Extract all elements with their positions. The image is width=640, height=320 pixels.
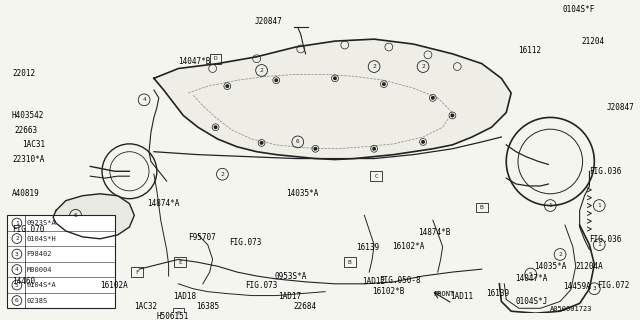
Text: 16139: 16139 [486, 289, 509, 298]
Circle shape [214, 125, 218, 129]
Text: B: B [348, 260, 351, 265]
Text: 1AC32: 1AC32 [134, 302, 157, 311]
Circle shape [275, 78, 278, 82]
Text: 21204A: 21204A [576, 262, 604, 271]
Text: 0104S*F: 0104S*F [562, 5, 595, 14]
Text: 14047*B: 14047*B [179, 57, 211, 66]
Text: H506151: H506151 [157, 312, 189, 320]
Text: 16139: 16139 [356, 243, 380, 252]
Text: F98402: F98402 [27, 251, 52, 257]
Text: 0238S: 0238S [27, 298, 48, 304]
Text: FIG.050-8: FIG.050-8 [379, 276, 420, 285]
Text: C: C [374, 174, 378, 179]
Text: 1: 1 [597, 242, 601, 247]
Text: 5: 5 [15, 283, 19, 288]
Text: 1AC31: 1AC31 [22, 140, 45, 149]
Text: 6: 6 [74, 213, 77, 218]
Text: F: F [177, 311, 180, 316]
Text: 22012: 22012 [12, 69, 35, 78]
Circle shape [382, 82, 386, 86]
Text: F95707: F95707 [188, 233, 216, 242]
Text: 16112: 16112 [518, 46, 541, 55]
Text: 2: 2 [421, 64, 425, 69]
Bar [7, 215, 115, 308]
Text: D: D [214, 56, 218, 61]
Circle shape [372, 147, 376, 151]
Text: 2: 2 [372, 64, 376, 69]
Polygon shape [53, 194, 134, 239]
Text: 2: 2 [558, 252, 562, 257]
Text: 1: 1 [548, 203, 552, 208]
Text: 14035*A: 14035*A [286, 189, 319, 198]
Text: FIG.070: FIG.070 [12, 226, 44, 235]
Circle shape [225, 84, 229, 88]
Text: J20847: J20847 [607, 103, 635, 112]
Text: 2: 2 [15, 236, 19, 241]
Text: 14047*A: 14047*A [515, 275, 547, 284]
Text: FIG.036: FIG.036 [589, 167, 622, 176]
Text: FIG.072: FIG.072 [597, 281, 630, 290]
Text: FIG.036: FIG.036 [589, 235, 622, 244]
Text: 1AD17: 1AD17 [278, 292, 301, 301]
Text: 2: 2 [221, 172, 224, 177]
Text: 14035*A: 14035*A [534, 262, 566, 271]
Circle shape [314, 147, 317, 151]
Text: H403542: H403542 [12, 111, 44, 120]
Text: 2: 2 [260, 68, 264, 73]
Text: J20847: J20847 [255, 17, 282, 26]
Text: 14459A: 14459A [563, 282, 591, 291]
Text: 1AD18: 1AD18 [173, 292, 196, 301]
Text: F: F [136, 269, 139, 275]
Text: FIG.073: FIG.073 [229, 238, 262, 247]
Text: 4: 4 [142, 97, 146, 102]
Text: 3: 3 [593, 286, 596, 291]
Text: 0953S*A: 0953S*A [275, 272, 307, 282]
Text: 5: 5 [529, 272, 532, 276]
Text: 3: 3 [15, 252, 19, 257]
Text: 0104S*H: 0104S*H [27, 236, 56, 242]
Text: 21204: 21204 [582, 36, 605, 46]
Circle shape [431, 96, 435, 100]
Circle shape [421, 140, 425, 144]
Text: 0104S*J: 0104S*J [515, 297, 547, 306]
Text: 0104S*A: 0104S*A [27, 282, 56, 288]
Text: 22663: 22663 [14, 126, 37, 135]
Text: 0923S*A: 0923S*A [27, 220, 56, 226]
Text: 16102*B: 16102*B [372, 287, 404, 296]
Text: 4: 4 [15, 267, 19, 272]
Text: B: B [480, 205, 484, 210]
Text: 6: 6 [296, 140, 300, 144]
Text: 1: 1 [597, 203, 601, 208]
Text: A050001723: A050001723 [550, 306, 593, 312]
Text: 1: 1 [15, 220, 19, 226]
Circle shape [260, 141, 264, 145]
Text: FRONT: FRONT [433, 291, 454, 297]
Text: 22310*A: 22310*A [12, 155, 44, 164]
Text: 16385: 16385 [196, 302, 219, 311]
Text: FIG.073: FIG.073 [245, 281, 277, 290]
Circle shape [451, 114, 454, 117]
Text: M00004: M00004 [27, 267, 52, 273]
Text: 1AD12: 1AD12 [362, 277, 385, 286]
Text: 16102A: 16102A [100, 281, 128, 290]
Text: 6: 6 [15, 298, 19, 303]
Circle shape [333, 76, 337, 80]
Text: 16102*A: 16102*A [392, 242, 424, 251]
Text: 22684: 22684 [294, 302, 317, 311]
Text: 14874*A: 14874*A [147, 199, 179, 208]
Text: 14460: 14460 [12, 277, 35, 286]
Polygon shape [154, 39, 511, 160]
Text: A40819: A40819 [12, 189, 40, 198]
Text: 14874*B: 14874*B [418, 228, 451, 237]
Text: E: E [179, 260, 182, 265]
Text: 1AD11: 1AD11 [451, 292, 474, 301]
